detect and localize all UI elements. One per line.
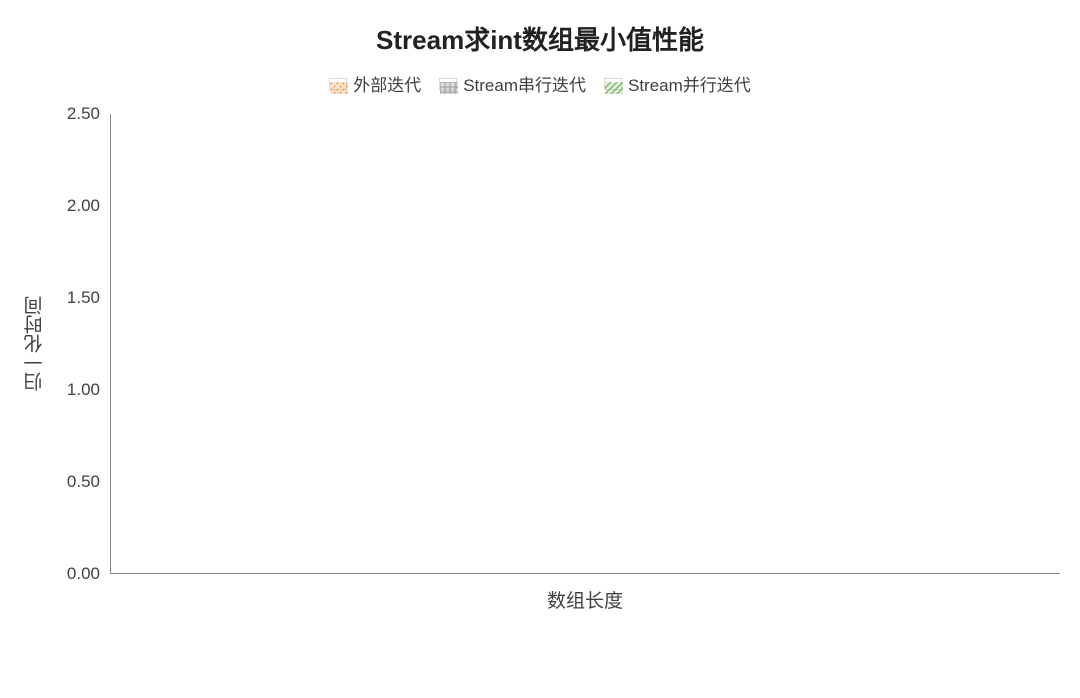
legend: 外部迭代 Stream串行迭代 Stream并行迭代 bbox=[20, 71, 1060, 96]
plot bbox=[110, 114, 1060, 574]
legend-item: Stream并行迭代 bbox=[604, 71, 751, 96]
legend-label: Stream串行迭代 bbox=[463, 71, 586, 96]
chart-title: Stream求int数组最小值性能 bbox=[20, 20, 1060, 57]
plot-area: 归一化时间 2.502.001.501.000.500.00 bbox=[20, 114, 1060, 574]
x-axis-label: 数组长度 bbox=[110, 586, 1060, 613]
y-axis: 2.502.001.501.000.500.00 bbox=[50, 114, 110, 574]
chart-container: Stream求int数组最小值性能 外部迭代 Stream串行迭代 Stream并行… bbox=[20, 20, 1060, 613]
legend-swatch bbox=[329, 78, 347, 90]
y-axis-label: 归一化时间 bbox=[20, 114, 50, 574]
legend-swatch bbox=[439, 78, 457, 90]
legend-item: Stream串行迭代 bbox=[439, 71, 586, 96]
legend-label: 外部迭代 bbox=[353, 71, 421, 96]
legend-swatch bbox=[604, 78, 622, 90]
legend-label: Stream并行迭代 bbox=[628, 71, 751, 96]
legend-item: 外部迭代 bbox=[329, 71, 421, 96]
